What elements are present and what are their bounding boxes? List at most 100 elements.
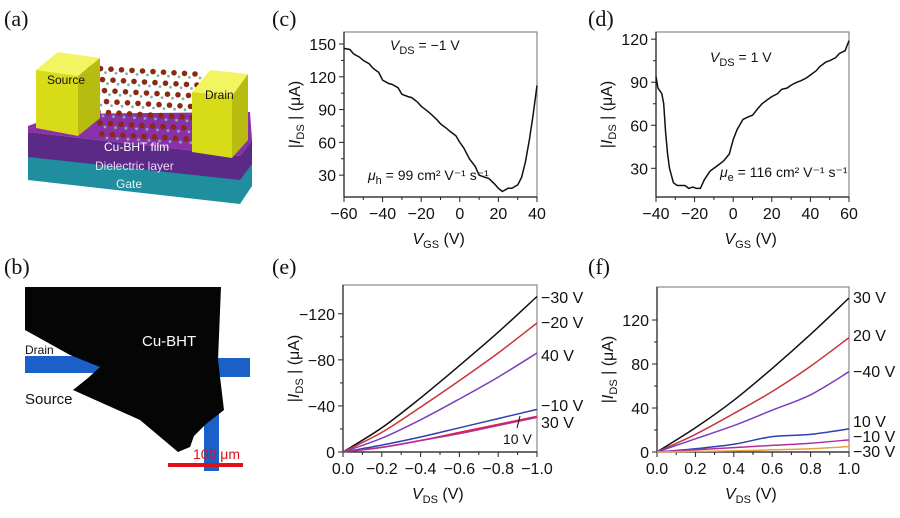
atom [118, 67, 125, 73]
label-pointer [516, 415, 521, 429]
atom [105, 136, 109, 140]
series-line [342, 408, 538, 453]
x-tick-label: 0.2 [684, 461, 706, 478]
atom [128, 122, 135, 128]
atom [152, 79, 158, 86]
atom [145, 127, 149, 131]
atom [99, 103, 103, 107]
atom [154, 117, 157, 121]
atom [105, 109, 112, 116]
series-line [342, 352, 538, 453]
annotation-part: e [728, 172, 734, 184]
atom [156, 128, 159, 132]
atom [160, 69, 167, 75]
series-label: −10 V [853, 429, 896, 446]
atom [158, 85, 162, 88]
y-tick-label: 0 [640, 445, 649, 462]
source-label: Source [25, 391, 73, 408]
device-micrograph: Drain Source Cu-BHT 100 μm [25, 287, 250, 471]
x-axis-label-part: GS [423, 239, 439, 251]
annotation-part: DS [399, 45, 414, 57]
atom [97, 120, 103, 126]
series-line [656, 297, 850, 453]
annotation-part: = 1 V [735, 49, 773, 65]
x-axis-label-part: (V) [751, 486, 777, 503]
atom [181, 70, 188, 77]
atom [183, 81, 190, 88]
atom [114, 71, 118, 75]
atom [150, 68, 156, 75]
atom [154, 90, 160, 97]
atom [125, 72, 128, 76]
atom [126, 137, 130, 141]
series-label: 10 V [503, 431, 532, 447]
series-label: 20 V [853, 328, 886, 345]
annotation: μh = 99 cm² V⁻¹ s⁻¹ [367, 167, 489, 187]
x-axis-label-part: (V) [751, 231, 777, 248]
x-axis-label-part: DS [736, 494, 751, 506]
atom [188, 76, 191, 79]
x-axis-label-part: V [725, 486, 737, 503]
x-axis-label: VDS (V) [412, 486, 464, 506]
atom [166, 129, 170, 133]
series-line [656, 439, 850, 453]
atom [187, 130, 191, 134]
y-axis-label: |IDS | (μA) [287, 81, 307, 148]
atom [131, 78, 137, 85]
series-label: −10 V [541, 398, 584, 415]
atom [179, 114, 185, 120]
y-axis-label-part: | [286, 398, 303, 402]
x-axis-label-part: V [413, 231, 425, 248]
atom [135, 100, 141, 107]
x-axis-label: VDS (V) [725, 486, 777, 506]
atom [112, 115, 115, 118]
atom [135, 73, 139, 76]
atom [112, 88, 118, 94]
annotation: VDS = −1 V [390, 37, 460, 57]
annotation-part: h [376, 175, 382, 187]
x-tick-label: 20 [763, 206, 781, 223]
atom [170, 124, 177, 130]
panel-label-a: (a) [4, 6, 28, 31]
x-tick-label: 0.4 [723, 461, 745, 478]
series-line [342, 322, 538, 453]
annotation-part: = 116 cm² V⁻¹ s⁻¹ [734, 164, 848, 180]
atom [103, 98, 110, 105]
scale-bar-label: 100 μm [193, 446, 240, 462]
y-axis-label-part: | (μA) [600, 336, 617, 380]
atom [133, 116, 136, 120]
atom [124, 126, 128, 130]
atom [120, 78, 127, 84]
atom [168, 113, 175, 119]
atom [187, 103, 194, 110]
atom [130, 133, 137, 139]
dielectric-layer [28, 132, 252, 180]
annotation-part: μ [719, 164, 728, 180]
atom [116, 82, 120, 86]
atom [169, 85, 172, 89]
atom [171, 96, 174, 100]
panel-label-d: (d) [588, 6, 614, 31]
scale-bar [168, 463, 243, 467]
y-axis-label-part: | (μA) [599, 81, 616, 125]
atom [168, 140, 172, 144]
x-tick-label: −60 [330, 206, 357, 223]
atom [107, 120, 114, 127]
annotation-part: = −1 V [415, 37, 461, 53]
x-tick-label: 40 [802, 206, 820, 223]
atom [175, 92, 181, 98]
y-tick-label: 30 [630, 161, 648, 178]
atom [190, 87, 193, 90]
device-schematic: Source Drain Cu-BHT film Dielectric laye… [28, 52, 252, 204]
atom [116, 137, 119, 141]
x-tick-label: 0.0 [646, 461, 668, 478]
y-axis-label-part: I [599, 139, 616, 144]
atom [183, 108, 187, 112]
x-tick-label: 60 [840, 206, 858, 223]
atom [137, 111, 143, 118]
y-tick-label: 60 [630, 118, 648, 135]
atom [127, 83, 130, 87]
atom [137, 138, 140, 142]
right-electrode [215, 358, 250, 377]
